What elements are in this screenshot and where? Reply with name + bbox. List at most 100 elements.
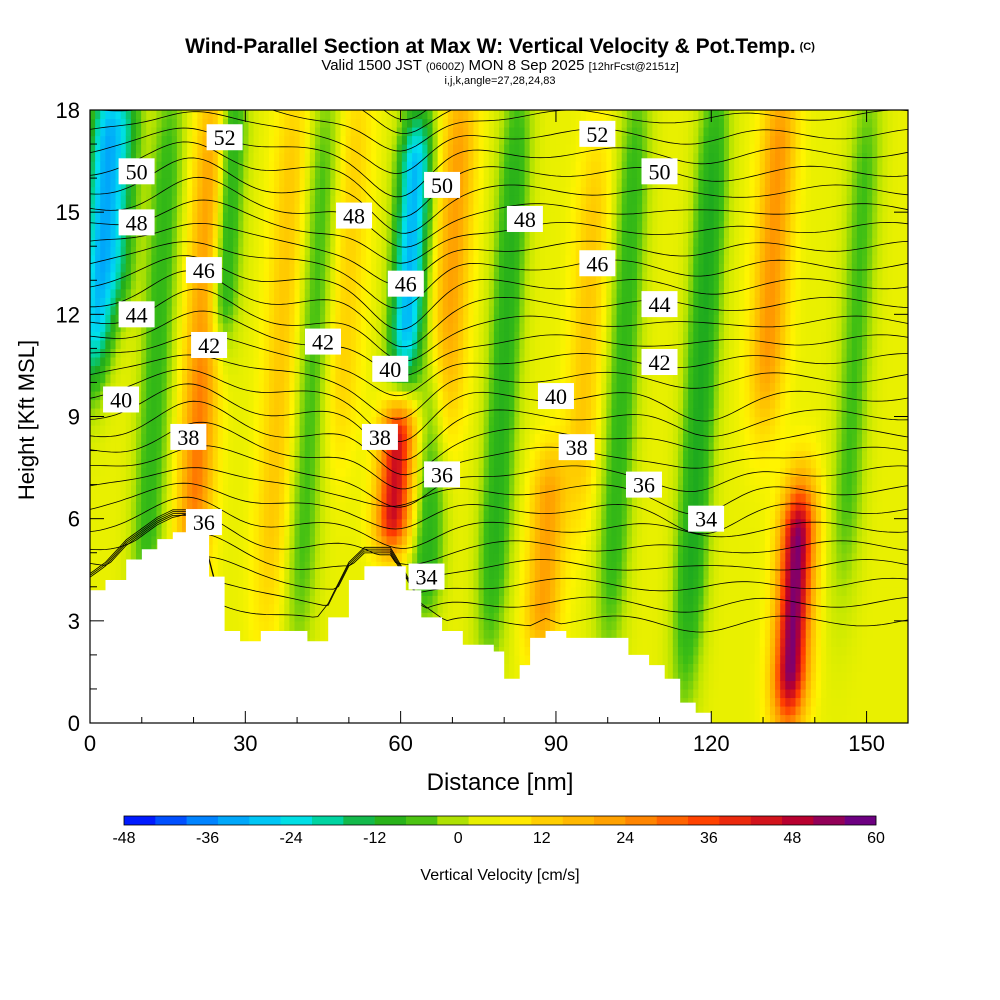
- heatmap-cell: [427, 322, 434, 332]
- heatmap-cell: [197, 356, 204, 367]
- heatmap-cell: [320, 407, 326, 418]
- heatmap-cell: [95, 501, 101, 511]
- heatmap-cell: [350, 467, 357, 477]
- heatmap-cell: [268, 390, 275, 401]
- heatmap-cell: [371, 186, 377, 196]
- heatmap-cell: [258, 467, 265, 477]
- heatmap-cell: [427, 518, 434, 528]
- heatmap-cell: [161, 280, 168, 290]
- heatmap-cell: [355, 493, 362, 503]
- heatmap-cell: [222, 382, 229, 392]
- heatmap-cell: [263, 442, 270, 452]
- heatmap-cell: [325, 254, 331, 264]
- heatmap-cell: [432, 135, 439, 145]
- heatmap-cell: [330, 110, 336, 120]
- heatmap-cell: [314, 178, 321, 188]
- heatmap-cell: [422, 152, 429, 162]
- heatmap-cell: [360, 229, 367, 239]
- heatmap-cell: [268, 467, 275, 477]
- heatmap-cell: [396, 433, 403, 443]
- heatmap-cell: [207, 373, 214, 384]
- heatmap-cell: [340, 586, 347, 596]
- heatmap-cell: [330, 552, 336, 562]
- heatmap-cell: [161, 288, 168, 298]
- heatmap-cell: [330, 510, 336, 520]
- heatmap-cell: [192, 135, 198, 145]
- heatmap-cell: [243, 246, 250, 256]
- heatmap-cell: [335, 127, 342, 137]
- heatmap-cell: [268, 144, 275, 154]
- heatmap-cell: [146, 186, 152, 196]
- heatmap-cell: [192, 484, 198, 494]
- heatmap-cell: [284, 510, 290, 520]
- heatmap-cell: [110, 127, 117, 137]
- heatmap-cell: [263, 322, 270, 332]
- heatmap-cell: [391, 416, 398, 426]
- heatmap-cell: [427, 331, 434, 341]
- heatmap-cell: [90, 322, 96, 332]
- heatmap-cell: [320, 254, 326, 264]
- heatmap-cell: [284, 552, 290, 562]
- heatmap-cell: [284, 612, 290, 622]
- heatmap-cell: [176, 339, 183, 349]
- heatmap-cell: [95, 433, 101, 443]
- heatmap-cell: [263, 569, 270, 579]
- heatmap-cell: [422, 229, 429, 239]
- heatmap-cell: [176, 297, 183, 307]
- heatmap-cell: [207, 212, 214, 222]
- heatmap-cell: [171, 356, 178, 367]
- heatmap-cell: [314, 288, 321, 298]
- heatmap-cell: [279, 425, 285, 435]
- heatmap-cell: [391, 510, 398, 520]
- heatmap-cell: [258, 118, 265, 128]
- heatmap-cell: [320, 203, 326, 213]
- heatmap-cell: [345, 450, 352, 460]
- heatmap-cell: [406, 305, 413, 315]
- heatmap-cell: [299, 390, 306, 401]
- heatmap-cell: [422, 544, 429, 554]
- heatmap-cell: [320, 365, 326, 375]
- heatmap-cell: [115, 161, 122, 171]
- heatmap-cell: [427, 612, 434, 622]
- heatmap-cell: [355, 484, 362, 494]
- heatmap-cell: [309, 237, 316, 247]
- heatmap-cell: [274, 484, 280, 494]
- heatmap-cell: [345, 161, 352, 171]
- heatmap-cell: [258, 450, 265, 460]
- heatmap-cell: [151, 195, 158, 205]
- heatmap-cell: [391, 220, 398, 230]
- heatmap-cell: [350, 178, 357, 188]
- heatmap-cell: [268, 152, 275, 162]
- heatmap-cell: [125, 186, 132, 196]
- heatmap-cell: [406, 518, 413, 528]
- heatmap-cell: [376, 161, 383, 171]
- heatmap-cell: [366, 399, 372, 409]
- heatmap-cell: [125, 288, 132, 298]
- heatmap-cell: [95, 305, 101, 315]
- heatmap-cell: [309, 595, 316, 605]
- heatmap-cell: [345, 484, 352, 494]
- heatmap-cell: [279, 178, 285, 188]
- heatmap-cell: [289, 314, 296, 324]
- heatmap-cell: [406, 331, 413, 341]
- heatmap-cell: [432, 356, 439, 367]
- heatmap-cell: [427, 450, 434, 460]
- heatmap-cell: [130, 110, 137, 120]
- heatmap-cell: [386, 152, 393, 162]
- heatmap-cell: [371, 152, 377, 162]
- heatmap-cell: [391, 118, 398, 128]
- heatmap-cell: [386, 263, 393, 273]
- heatmap-cell: [90, 212, 96, 222]
- heatmap-cell: [161, 195, 168, 205]
- heatmap-cell: [294, 144, 301, 154]
- heatmap-cell: [238, 169, 244, 179]
- heatmap-cell: [294, 382, 301, 392]
- heatmap-cell: [217, 110, 224, 120]
- heatmap-cell: [371, 476, 377, 486]
- heatmap-cell: [376, 510, 383, 520]
- heatmap-cell: [141, 484, 147, 494]
- heatmap-cell: [279, 450, 285, 460]
- heatmap-cell: [228, 612, 234, 622]
- heatmap-cell: [294, 484, 301, 494]
- heatmap-cell: [274, 161, 280, 171]
